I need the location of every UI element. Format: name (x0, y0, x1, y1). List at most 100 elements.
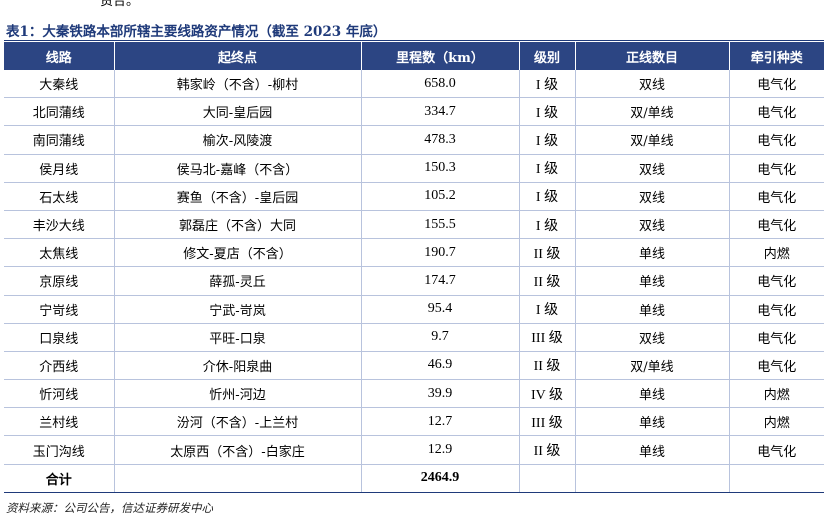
cell-mileage: 190.7 (361, 238, 520, 268)
cell-tracks: 双/单线 (575, 125, 730, 155)
total-empty-cell (575, 464, 730, 493)
table-row: 忻河线 忻州-河边 39.9 IV 级单线 内燃 (4, 379, 824, 409)
cell-endpoints: 忻州-河边 (114, 379, 362, 409)
cell-line: 北同蒲线 (4, 97, 115, 127)
table-row: 介西线 介休-阳泉曲 46.9 II 级双/单线 电气化 (4, 351, 824, 381)
cell-grade: IV 级 (519, 379, 576, 409)
total-empty-cell (519, 464, 576, 493)
cell-traction: 内燃 (729, 238, 824, 268)
cell-traction: 电气化 (729, 182, 824, 211)
cell-line: 兰村线 (4, 407, 115, 437)
cell-mileage: 150.3 (361, 154, 520, 183)
table-header-row: 线路 起终点 里程数（km） 级别 正线数目 牵引种类 (4, 42, 824, 70)
table-title: 表1：大秦铁路本部所辖主要线路资产情况（截至 2023 年底） (6, 24, 387, 40)
source-note: 资料来源：公司公告，信达证券研发中心 (6, 501, 213, 515)
cell-line: 太焦线 (4, 238, 115, 268)
cell-endpoints: 平旺-口泉 (114, 323, 362, 352)
cell-grade: I 级 (519, 70, 576, 99)
cell-line: 介西线 (4, 351, 115, 381)
table-row: 大秦线 韩家岭（不含）-柳村 658.0 I 级双线 电气化 (4, 70, 824, 99)
cell-tracks: 双线 (575, 182, 730, 211)
cell-grade: II 级 (519, 351, 576, 381)
cell-tracks: 单线 (575, 435, 730, 465)
cell-endpoints: 郭磊庄（不含）大同 (114, 210, 362, 240)
header-traction: 牵引种类 (729, 42, 824, 70)
table-row: 兰村线 汾河（不含）-上兰村 12.7 III 级单线 内燃 (4, 407, 824, 437)
cell-grade: I 级 (519, 97, 576, 127)
total-label: 合计 (4, 464, 115, 493)
cell-mileage: 95.4 (361, 295, 520, 324)
cell-mileage: 9.7 (361, 323, 520, 352)
total-empty-cell (729, 464, 824, 493)
cell-endpoints: 韩家岭（不含）-柳村 (114, 70, 362, 99)
cell-mileage: 39.9 (361, 379, 520, 409)
header-grade: 级别 (519, 42, 576, 70)
previous-paragraph-fragment: 贸合。 (100, 0, 140, 9)
cell-mileage: 155.5 (361, 210, 520, 240)
cell-grade: II 级 (519, 435, 576, 465)
railway-lines-table: 线路 起终点 里程数（km） 级别 正线数目 牵引种类 大秦线 韩家岭（不含）-柳村 658.… (4, 42, 824, 493)
cell-traction: 电气化 (729, 435, 824, 465)
cell-tracks: 双线 (575, 323, 730, 352)
cell-tracks: 双/单线 (575, 97, 730, 127)
table-row: 丰沙大线 郭磊庄（不含）大同 155.5 I 级双线 电气化 (4, 210, 824, 240)
cell-traction: 电气化 (729, 210, 824, 240)
cell-mileage: 105.2 (361, 182, 520, 211)
cell-traction: 电气化 (729, 70, 824, 99)
cell-mileage: 658.0 (361, 70, 520, 99)
cell-mileage: 12.9 (361, 435, 520, 465)
cell-line: 大秦线 (4, 70, 115, 99)
cell-mileage: 174.7 (361, 266, 520, 296)
cell-mileage: 478.3 (361, 125, 520, 155)
header-line: 线路 (4, 42, 115, 70)
table-row: 太焦线 修文-夏店（不含） 190.7 II 级单线 内燃 (4, 238, 824, 268)
cell-grade: III 级 (519, 407, 576, 437)
cell-endpoints: 介休-阳泉曲 (114, 351, 362, 381)
header-tracks: 正线数目 (575, 42, 730, 70)
cell-mileage: 46.9 (361, 351, 520, 381)
cell-line: 石太线 (4, 182, 115, 211)
total-empty-cell (114, 464, 362, 493)
cell-endpoints: 榆次-风陵渡 (114, 125, 362, 155)
total-row: 合计 2464.9 (4, 464, 824, 493)
cell-traction: 内燃 (729, 379, 824, 409)
cell-grade: I 级 (519, 295, 576, 324)
table-row: 宁岢线 宁武-岢岚 95.4 I 级单线 电气化 (4, 295, 824, 324)
cell-traction: 电气化 (729, 295, 824, 324)
cell-tracks: 双线 (575, 70, 730, 99)
cell-line: 忻河线 (4, 379, 115, 409)
cell-grade: I 级 (519, 182, 576, 211)
cell-grade: I 级 (519, 125, 576, 155)
cell-endpoints: 赛鱼（不含）-皇后园 (114, 182, 362, 211)
cell-grade: I 级 (519, 154, 576, 183)
cell-line: 京原线 (4, 266, 115, 296)
cell-endpoints: 汾河（不含）-上兰村 (114, 407, 362, 437)
cell-tracks: 单线 (575, 407, 730, 437)
table-body: 大秦线 韩家岭（不含）-柳村 658.0 I 级双线 电气化 北同蒲线 大同-皇后园 334.… (4, 70, 824, 493)
table-row: 口泉线 平旺-口泉 9.7 III 级双线 电气化 (4, 323, 824, 352)
cell-tracks: 双线 (575, 154, 730, 183)
cell-endpoints: 修文-夏店（不含） (114, 238, 362, 268)
cell-tracks: 单线 (575, 379, 730, 409)
cell-line: 口泉线 (4, 323, 115, 352)
cell-traction: 电气化 (729, 351, 824, 381)
table-row: 玉门沟线 太原西（不含）-白家庄 12.9 II 级单线 电气化 (4, 435, 824, 465)
cell-grade: II 级 (519, 238, 576, 268)
cell-line: 宁岢线 (4, 295, 115, 324)
cell-traction: 电气化 (729, 323, 824, 352)
header-mileage: 里程数（km） (361, 42, 520, 70)
cell-tracks: 双/单线 (575, 351, 730, 381)
cell-traction: 电气化 (729, 154, 824, 183)
cell-tracks: 单线 (575, 238, 730, 268)
cell-line: 南同蒲线 (4, 125, 115, 155)
cell-traction: 电气化 (729, 97, 824, 127)
cell-mileage: 12.7 (361, 407, 520, 437)
total-mileage: 2464.9 (361, 464, 520, 493)
cell-traction: 电气化 (729, 266, 824, 296)
cell-traction: 内燃 (729, 407, 824, 437)
cell-endpoints: 太原西（不含）-白家庄 (114, 435, 362, 465)
cell-line: 丰沙大线 (4, 210, 115, 240)
table-row: 石太线 赛鱼（不含）-皇后园 105.2 I 级双线 电气化 (4, 182, 824, 211)
table-row: 南同蒲线 榆次-风陵渡 478.3 I 级双/单线 电气化 (4, 125, 824, 155)
cell-line: 玉门沟线 (4, 435, 115, 465)
